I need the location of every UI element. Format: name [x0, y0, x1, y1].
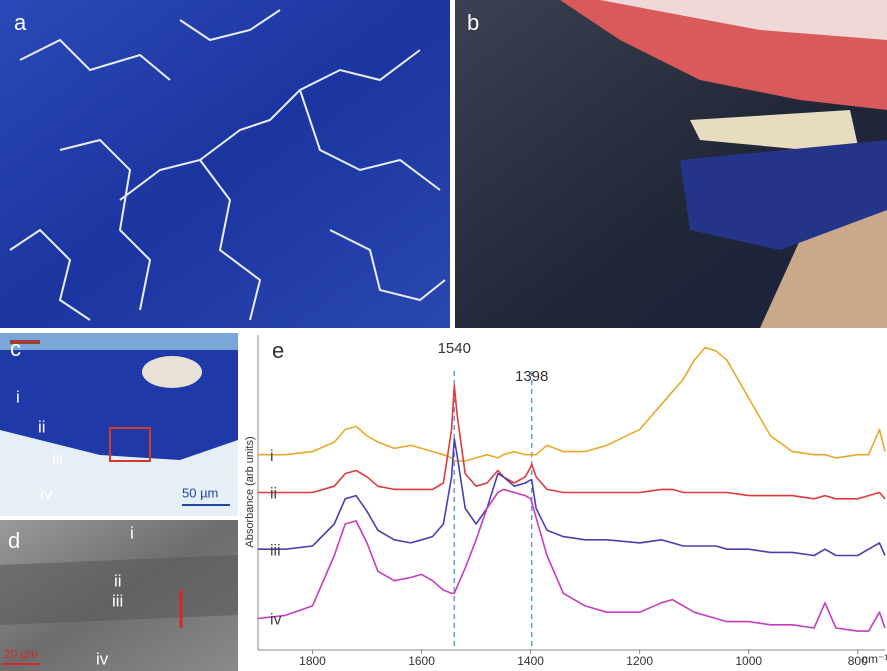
layer-label: i: [16, 387, 20, 406]
scale-label: 20 µm: [4, 647, 38, 661]
spectrum-line: [258, 489, 885, 631]
panel-d: d i ii iii iv 20 µm: [0, 520, 238, 671]
x-tick-label: 1600: [408, 654, 435, 668]
panel-a: a: [0, 0, 450, 328]
layer-label: i: [130, 523, 134, 542]
spectrum-line: [258, 385, 885, 498]
spectrum-line: [258, 439, 885, 556]
annotation-label: 1398: [515, 368, 548, 385]
scale-label: 50 µm: [182, 485, 218, 500]
inclusion: [142, 356, 202, 388]
panel-label: e: [272, 338, 284, 363]
x-tick-label: 1000: [735, 654, 762, 668]
x-tick-label: 1200: [626, 654, 653, 668]
series-label: i: [270, 448, 274, 465]
x-tick-label: 800: [848, 654, 868, 668]
panel-label: c: [10, 336, 21, 361]
y-axis-label: Absorbance (arb units): [244, 436, 256, 547]
series-label: iv: [270, 612, 282, 629]
layer-label: ii: [114, 571, 122, 590]
panel-b: b: [455, 0, 887, 328]
layer-label: iv: [40, 484, 53, 503]
x-tick-label: 1400: [517, 654, 544, 668]
figure: a b c i ii iii iv 50 µm d i ii iii iv: [0, 0, 887, 671]
series-label: iii: [270, 542, 281, 559]
panel-label: a: [14, 10, 27, 35]
panel-label: d: [8, 528, 20, 553]
layer-label: iii: [112, 591, 123, 610]
annotation-label: 1540: [438, 340, 471, 357]
panel-label: b: [467, 10, 479, 35]
panel-c: c i ii iii iv 50 µm: [0, 333, 238, 516]
spectrum-line: [258, 348, 885, 461]
layer-label: iv: [96, 649, 109, 668]
layer-label: iii: [52, 449, 63, 468]
x-tick-label: 1800: [299, 654, 326, 668]
layer-label: ii: [38, 417, 46, 436]
series-label: ii: [270, 486, 277, 503]
